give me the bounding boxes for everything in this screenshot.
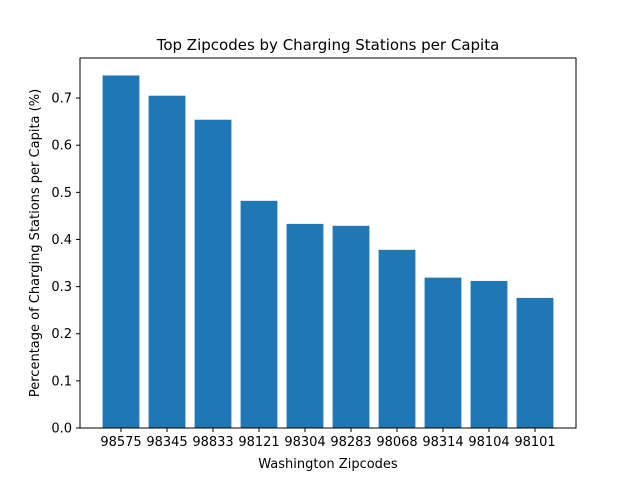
chart-title: Top Zipcodes by Charging Stations per Ca… bbox=[156, 36, 500, 54]
x-tick-label-98283: 98283 bbox=[330, 435, 371, 450]
y-tick-label-0.2: 0.2 bbox=[51, 327, 72, 342]
y-axis: 0.0 0.1 0.2 0.3 0.4 0.5 0.6 0.7 bbox=[51, 92, 80, 437]
x-axis: 98575 98345 98833 98121 98304 98283 98068 98314… bbox=[100, 428, 556, 450]
bar-98121 bbox=[240, 200, 278, 428]
y-axis-label: Percentage of Charging Stations per Capi… bbox=[28, 89, 43, 397]
x-tick-label-98121: 98121 bbox=[238, 435, 279, 450]
bar-98833 bbox=[194, 119, 232, 428]
bar-98304 bbox=[286, 223, 324, 428]
x-tick-label-98304: 98304 bbox=[284, 435, 325, 450]
bar-98314 bbox=[424, 277, 462, 428]
x-tick-label-98833: 98833 bbox=[192, 435, 233, 450]
bars-group bbox=[102, 75, 554, 429]
y-tick-label-0.5: 0.5 bbox=[51, 186, 72, 201]
x-tick-label-98101: 98101 bbox=[514, 435, 555, 450]
x-tick-label-98345: 98345 bbox=[146, 435, 187, 450]
y-tick-label-0.1: 0.1 bbox=[51, 374, 72, 389]
x-axis-label: Washington Zipcodes bbox=[258, 457, 398, 472]
y-tick-label-0.3: 0.3 bbox=[51, 280, 72, 295]
plot-frame bbox=[79, 57, 577, 429]
y-tick-label-0.7: 0.7 bbox=[51, 92, 72, 107]
y-tick-label-0.6: 0.6 bbox=[51, 139, 72, 154]
bar-98101 bbox=[516, 297, 554, 428]
bar-98068 bbox=[378, 249, 416, 428]
y-tick-label-0.0: 0.0 bbox=[51, 422, 72, 437]
bar-98283 bbox=[332, 225, 370, 428]
x-tick-label-98104: 98104 bbox=[468, 435, 509, 450]
x-tick-label-98068: 98068 bbox=[376, 435, 417, 450]
bar-98345 bbox=[148, 95, 186, 429]
bar-98104 bbox=[470, 280, 508, 428]
bar-98575 bbox=[102, 75, 140, 428]
x-tick-label-98314: 98314 bbox=[422, 435, 463, 450]
y-tick-label-0.4: 0.4 bbox=[51, 233, 72, 248]
x-tick-label-98575: 98575 bbox=[100, 435, 141, 450]
